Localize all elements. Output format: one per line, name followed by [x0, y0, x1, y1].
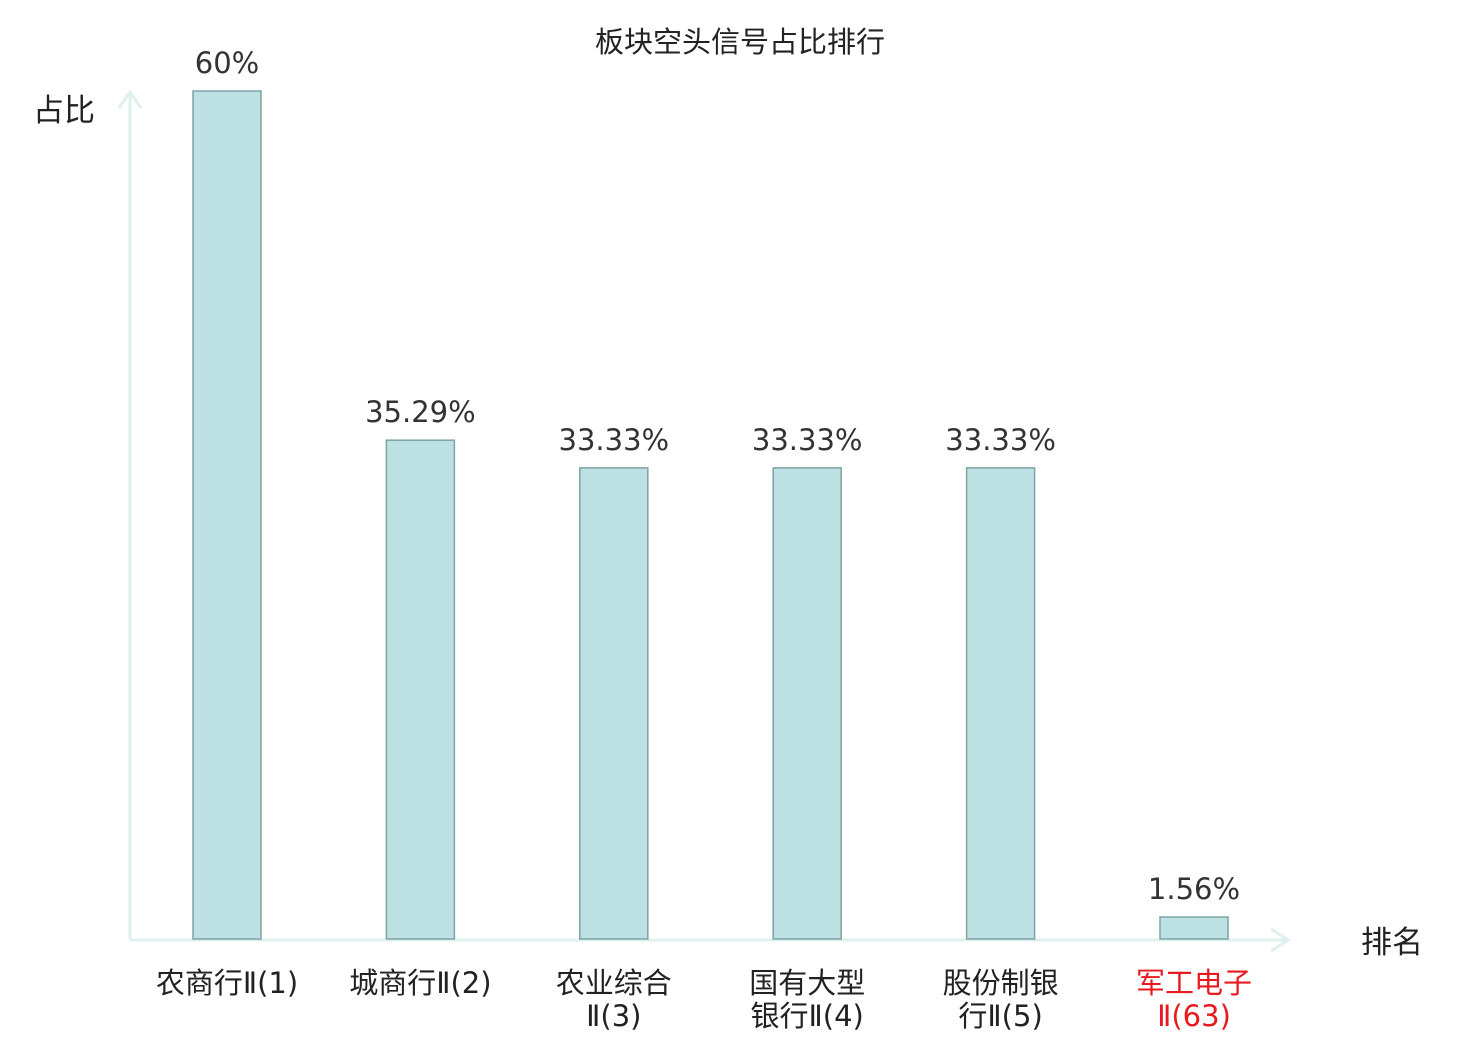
category-label: Ⅱ(63): [1157, 999, 1231, 1033]
bar-value-label: 60%: [195, 46, 259, 80]
bars-group: [192, 90, 1229, 940]
bar: [192, 90, 262, 940]
y-axis-title: 占比: [33, 93, 95, 129]
category-label: 行Ⅱ(5): [958, 999, 1042, 1033]
category-label: Ⅱ(3): [586, 999, 641, 1033]
category-label: 银行Ⅱ(4): [751, 999, 864, 1033]
category-label: 股份制银: [943, 966, 1059, 1000]
category-label: 军工电子: [1136, 966, 1252, 1000]
bar: [385, 439, 456, 940]
value-labels-group: 60% 35.29% 33.33% 33.33% 33.33% 1.56%: [195, 46, 1240, 906]
bar: [772, 467, 842, 940]
chart-title: 板块空头信号占比排行: [595, 25, 885, 59]
bar-value-label: 1.56%: [1148, 872, 1240, 906]
bar-value-label: 33.33%: [752, 423, 863, 457]
bar-value-label: 33.33%: [945, 423, 1056, 457]
bar-value-label: 33.33%: [559, 423, 670, 457]
bar-value-label: 35.29%: [365, 395, 476, 429]
bar: [965, 467, 1036, 940]
y-axis-arrow: [117, 89, 143, 109]
x-axis-title: 排名: [1361, 925, 1423, 961]
category-label: 农商行Ⅱ(1): [156, 966, 298, 1000]
category-label: 国有大型: [749, 966, 865, 1000]
bar: [579, 467, 649, 940]
category-label: 农业综合: [556, 966, 672, 1000]
bar: [1159, 916, 1229, 940]
category-label: 城商行Ⅱ(2): [349, 966, 491, 1000]
x-axis-arrow: [1270, 927, 1291, 953]
